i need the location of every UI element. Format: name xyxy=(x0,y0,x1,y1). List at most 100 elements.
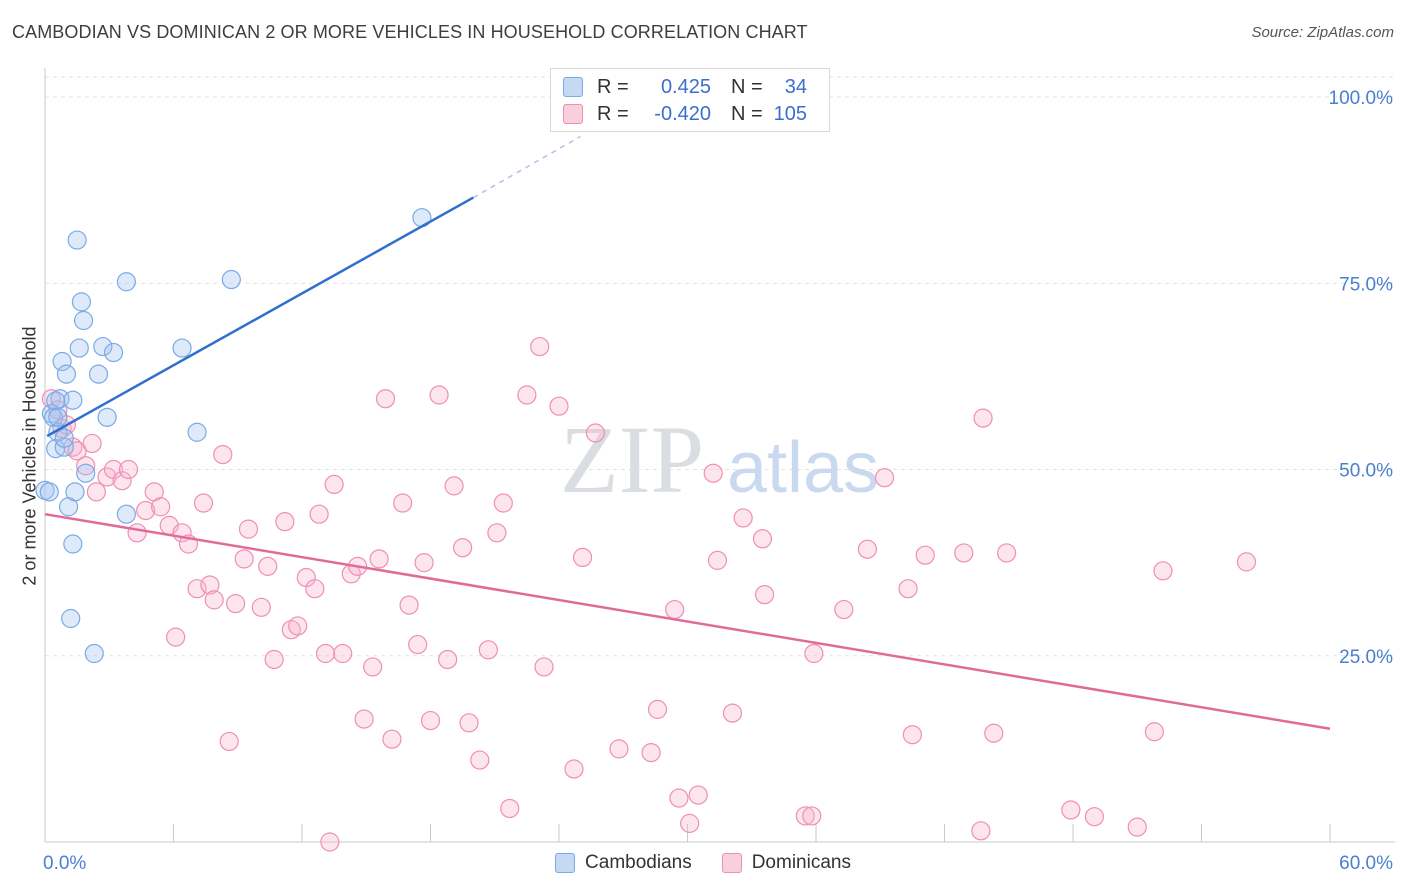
point-dominicans xyxy=(585,423,606,443)
point-cambodians xyxy=(67,230,87,250)
point-cambodians xyxy=(71,292,92,312)
point-dominicans xyxy=(1084,807,1105,827)
legend-swatch-cambodians xyxy=(563,77,583,97)
point-dominicans xyxy=(665,599,685,620)
point-dominicans xyxy=(754,585,775,605)
point-dominicans xyxy=(795,806,815,826)
point-dominicans xyxy=(399,595,419,615)
point-dominicans xyxy=(429,385,449,405)
point-cambodians xyxy=(97,407,117,427)
point-dominicans xyxy=(315,643,336,664)
point-cambodians xyxy=(84,643,104,664)
point-dominicans xyxy=(375,389,396,409)
point-dominicans xyxy=(444,476,464,496)
legend-r-value-dominicans: -0.420 xyxy=(654,102,711,125)
point-dominicans xyxy=(915,545,935,565)
point-dominicans xyxy=(204,590,224,610)
source-label: Source: ZipAtlas.com xyxy=(1251,24,1394,41)
legend-item-cambodians[interactable]: Cambodians xyxy=(555,852,692,874)
point-dominicans xyxy=(127,523,147,543)
point-dominicans xyxy=(1236,552,1257,572)
point-dominicans xyxy=(971,821,991,841)
legend-r-label: R = xyxy=(597,102,629,125)
point-dominicans xyxy=(305,579,325,599)
point-cambodians xyxy=(63,390,83,410)
point-dominicans xyxy=(251,597,271,617)
point-dominicans xyxy=(234,549,254,569)
point-dominicans xyxy=(76,456,96,476)
point-dominicans xyxy=(438,649,458,670)
point-dominicans xyxy=(973,408,993,428)
point-dominicans xyxy=(609,739,629,759)
legend-row-dominicans: R = -0.420 N = 105 xyxy=(563,102,807,126)
point-cambodians xyxy=(116,272,136,292)
point-dominicans xyxy=(722,703,743,723)
point-dominicans xyxy=(275,512,295,532)
legend-swatch-dominicans xyxy=(563,104,583,124)
legend-label-dominicans: Dominicans xyxy=(751,852,851,873)
x-tick-label: 0.0% xyxy=(43,853,86,874)
point-dominicans xyxy=(834,599,854,620)
point-cambodians xyxy=(93,336,113,357)
point-cambodians xyxy=(63,534,83,554)
point-cambodians xyxy=(88,364,109,384)
legend-row-cambodians: R = 0.425 N = 34 xyxy=(563,75,807,99)
y-tick-label: 50.0% xyxy=(1339,461,1393,482)
legend-n-label: N = xyxy=(731,75,763,98)
watermark-atlas: atlas xyxy=(727,428,879,508)
point-dominicans xyxy=(382,729,402,749)
point-dominicans xyxy=(118,459,139,480)
point-dominicans xyxy=(193,493,214,513)
legend-n-label: N = xyxy=(731,102,763,125)
x-tick-label: 60.0% xyxy=(1339,853,1393,874)
point-dominicans xyxy=(564,759,584,779)
point-dominicans xyxy=(324,474,344,494)
point-dominicans xyxy=(1153,561,1173,581)
point-dominicans xyxy=(857,539,878,559)
point-dominicans xyxy=(219,731,239,752)
chart-title: CAMBODIAN VS DOMINICAN 2 OR MORE VEHICLE… xyxy=(12,22,808,42)
stats-legend: R = 0.425 N = 34 R = -0.420 N = 105 xyxy=(550,68,830,132)
point-dominicans xyxy=(420,710,441,731)
point-dominicans xyxy=(733,508,753,528)
point-dominicans xyxy=(226,593,246,614)
point-cambodians xyxy=(103,342,124,363)
point-dominicans xyxy=(707,550,728,570)
trend-line-cambodians xyxy=(46,196,474,438)
point-cambodians xyxy=(69,338,89,358)
axes xyxy=(44,68,1395,843)
point-dominicans xyxy=(333,643,353,664)
point-cambodians xyxy=(48,407,68,427)
legend-item-dominicans[interactable]: Dominicans xyxy=(721,852,851,874)
point-cambodians xyxy=(56,364,77,384)
point-dominicans xyxy=(470,750,490,770)
legend-swatch-cambodians xyxy=(555,853,576,873)
legend-n-value-dominicans: 105 xyxy=(773,102,807,125)
point-dominicans xyxy=(213,445,233,465)
point-dominicans xyxy=(534,657,554,677)
point-cambodians xyxy=(54,428,74,448)
point-dominicans xyxy=(238,519,259,539)
point-dominicans xyxy=(487,523,507,543)
point-dominicans xyxy=(874,468,895,488)
point-dominicans xyxy=(898,579,918,599)
point-dominicans xyxy=(136,500,156,521)
legend-swatch-dominicans xyxy=(721,853,742,873)
point-dominicans xyxy=(408,634,428,655)
data-points xyxy=(35,208,1257,852)
point-dominicans xyxy=(453,538,473,558)
point-dominicans xyxy=(478,640,498,660)
point-cambodians xyxy=(187,422,207,442)
point-dominicans xyxy=(200,575,220,595)
point-dominicans xyxy=(572,547,593,568)
point-dominicans xyxy=(549,396,569,416)
point-dominicans xyxy=(493,493,513,513)
point-cambodians xyxy=(43,407,64,427)
point-dominicans xyxy=(414,553,434,573)
legend-n-value-cambodians: 34 xyxy=(784,75,807,98)
point-dominicans xyxy=(151,497,171,517)
point-dominicans xyxy=(459,713,479,733)
point-cambodians xyxy=(73,310,94,331)
point-dominicans xyxy=(187,579,207,599)
y-tick-label: 25.0% xyxy=(1339,647,1393,668)
